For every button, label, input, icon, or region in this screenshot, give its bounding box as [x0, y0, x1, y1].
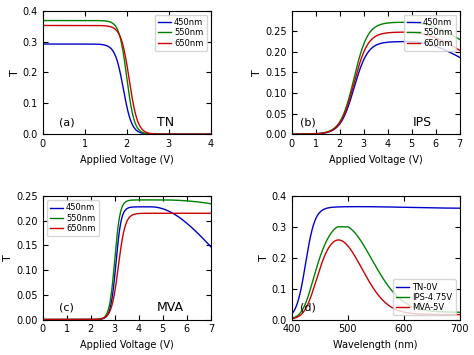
- Y-axis label: T: T: [3, 254, 13, 261]
- Text: MVA: MVA: [157, 301, 184, 314]
- Text: (c): (c): [59, 303, 74, 313]
- X-axis label: Applied Voltage (V): Applied Voltage (V): [329, 155, 422, 165]
- Text: IPS: IPS: [413, 115, 432, 129]
- X-axis label: Applied Voltage (V): Applied Voltage (V): [80, 340, 173, 350]
- Text: TN: TN: [157, 115, 174, 129]
- Text: (d): (d): [300, 303, 316, 313]
- Legend: 450nm, 550nm, 650nm: 450nm, 550nm, 650nm: [404, 15, 456, 51]
- Y-axis label: T: T: [9, 69, 19, 76]
- Text: (a): (a): [59, 118, 75, 127]
- X-axis label: Applied Voltage (V): Applied Voltage (V): [80, 155, 173, 165]
- Legend: TN-0V, IPS-4.75V, MVA-5V: TN-0V, IPS-4.75V, MVA-5V: [393, 279, 456, 315]
- Legend: 450nm, 550nm, 650nm: 450nm, 550nm, 650nm: [155, 15, 207, 51]
- X-axis label: Wavelength (nm): Wavelength (nm): [333, 340, 418, 350]
- Y-axis label: T: T: [252, 69, 262, 76]
- Legend: 450nm, 550nm, 650nm: 450nm, 550nm, 650nm: [47, 200, 99, 236]
- Text: (b): (b): [300, 118, 316, 127]
- Y-axis label: T: T: [259, 254, 269, 261]
